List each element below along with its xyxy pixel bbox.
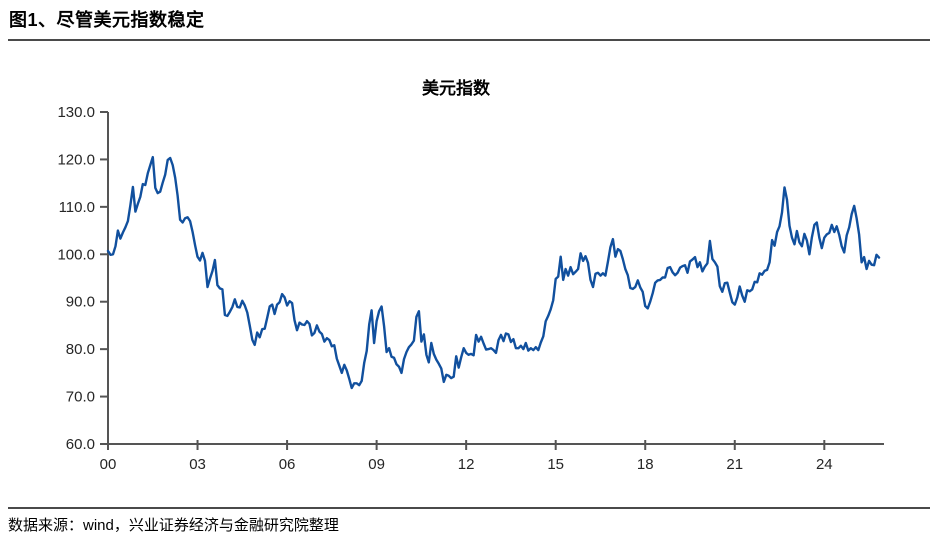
y-tick-label: 70.0 [66,389,95,406]
y-tick-label: 100.0 [57,246,95,263]
footer-section: 数据来源：wind，兴业证券经济与金融研究院整理 [8,507,930,535]
y-tick-label: 130.0 [57,104,95,121]
y-tick-label: 110.0 [59,199,95,216]
source-note: 数据来源：wind，兴业证券经济与金融研究院整理 [8,517,339,534]
x-tick-label: 03 [189,456,206,473]
x-tick-label: 18 [637,456,654,473]
chart-title: 美元指数 [422,79,490,98]
dollar-index-line [106,155,881,390]
x-tick-label: 15 [547,456,564,473]
x-tick-label: 21 [726,456,743,473]
y-tick-label: 90.0 [66,294,95,311]
figure-title: 图1、尽管美元指数稳定 [9,10,205,30]
x-tick-label: 12 [458,456,475,473]
header-rule [8,39,930,41]
x-tick-label: 06 [279,456,296,473]
x-tick-label: 24 [816,456,833,473]
x-tick-label: 09 [368,456,385,473]
x-tick-label: 00 [100,456,117,473]
y-tick-label: 80.0 [66,341,95,358]
y-tick-label: 60.0 [66,436,95,453]
y-tick-label: 120.0 [57,151,95,168]
